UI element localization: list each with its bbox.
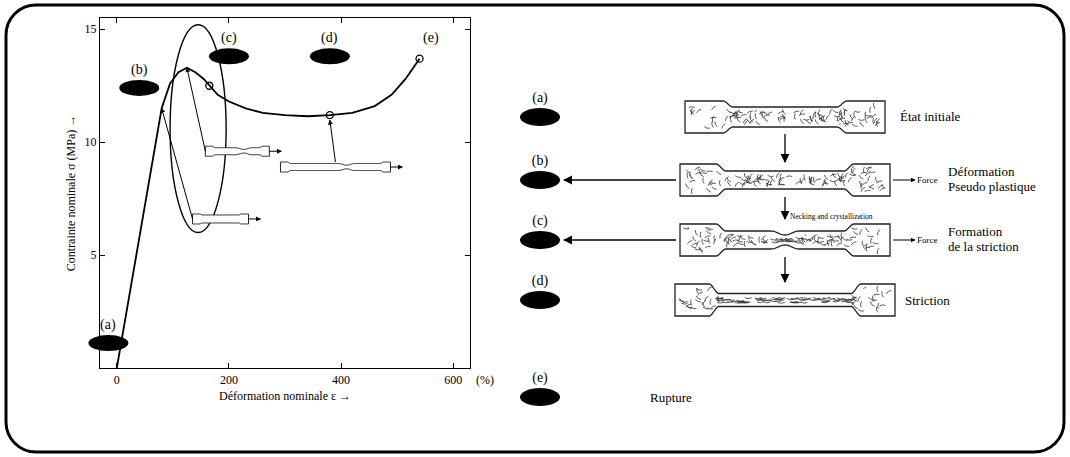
svg-text:Force: Force xyxy=(917,175,938,185)
svg-text:400: 400 xyxy=(332,373,350,387)
svg-text:200: 200 xyxy=(220,373,238,387)
svg-text:(e): (e) xyxy=(423,30,439,46)
svg-text:(b): (b) xyxy=(131,62,148,78)
svg-text:5: 5 xyxy=(90,248,96,262)
svg-text:Necking and crystallization: Necking and crystallization xyxy=(790,212,873,221)
svg-text:(c): (c) xyxy=(221,30,237,46)
svg-text:Force: Force xyxy=(917,235,938,245)
svg-text:(a): (a) xyxy=(532,90,548,106)
svg-text:Contrainte nominale σ (MPa) →: Contrainte nominale σ (MPa) → xyxy=(64,115,78,271)
svg-text:(a): (a) xyxy=(100,317,116,333)
svg-text:15: 15 xyxy=(84,22,96,36)
svg-text:de la striction: de la striction xyxy=(948,239,1019,254)
svg-text:Pseudo plastique: Pseudo plastique xyxy=(948,179,1036,194)
svg-text:État initiale: État initiale xyxy=(900,109,961,124)
svg-text:(%): (%) xyxy=(476,373,494,387)
svg-text:0: 0 xyxy=(114,373,120,387)
svg-text:(d): (d) xyxy=(321,30,338,46)
svg-text:Striction: Striction xyxy=(905,293,950,308)
svg-text:(e): (e) xyxy=(532,370,548,386)
svg-text:10: 10 xyxy=(84,135,96,149)
svg-text:(d): (d) xyxy=(532,273,549,289)
svg-text:Rupture: Rupture xyxy=(650,390,692,405)
svg-text:Déformation nominale ε →: Déformation nominale ε → xyxy=(219,389,351,403)
svg-text:600: 600 xyxy=(444,373,462,387)
svg-text:Formation: Formation xyxy=(948,224,1003,239)
svg-text:(b): (b) xyxy=(532,153,549,169)
svg-text:(c): (c) xyxy=(532,213,548,229)
svg-text:Déformation: Déformation xyxy=(948,164,1015,179)
